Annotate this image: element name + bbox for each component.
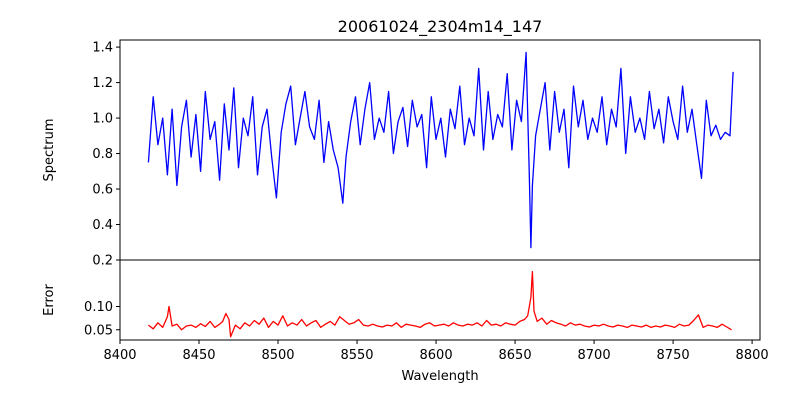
error-panel: 0.05 0.10 8400 8450 8500 8550 8600 8650 8700 875…	[42, 259, 769, 384]
spectrum-plot-area	[147, 51, 734, 249]
x-tick-label: 8800	[736, 348, 769, 363]
spectrum-y-axis: 0.2 0.4 0.6 0.8 1.0 1.2 1.4	[92, 41, 120, 269]
spectrum-y-tick-label: 0.8	[92, 147, 113, 162]
x-tick-label: 8550	[340, 348, 373, 363]
wavelength-x-axis: 8400 8450 8500 8550 8600 8650 8700 8750 8800	[103, 340, 769, 363]
spectrum-panel-frame	[119, 39, 761, 261]
x-tick-label: 8450	[182, 348, 215, 363]
x-tick-label: 8700	[578, 348, 611, 363]
x-tick-label: 8750	[657, 348, 690, 363]
spectrum-y-tick-label: 1.4	[92, 41, 113, 56]
spectrum-series-line-0	[147, 51, 734, 249]
spectrum-y-tick-label: 0.2	[92, 254, 113, 269]
error-series-line-0	[148, 270, 732, 338]
error-y-axis: 0.05 0.10	[84, 300, 120, 338]
error-panel-frame	[119, 259, 761, 341]
x-tick-label: 8400	[103, 348, 136, 363]
spectrum-y-tick-label: 1.2	[92, 76, 113, 91]
x-axis-label: Wavelength	[401, 369, 478, 384]
spectrum-y-label: Spectrum	[42, 119, 57, 182]
x-tick-label: 8600	[420, 348, 453, 363]
error-plot-area	[148, 270, 732, 338]
spectrum-y-tick-label: 1.0	[92, 112, 113, 127]
spectrum-y-tick-label: 0.4	[92, 218, 113, 233]
error-y-tick-label: 0.05	[84, 323, 113, 338]
chart-title: 20061024_2304m14_147	[338, 17, 543, 37]
x-tick-label: 8650	[499, 348, 532, 363]
error-y-label: Error	[42, 284, 57, 316]
spectrum-y-tick-label: 0.6	[92, 183, 113, 198]
x-tick-label: 8500	[261, 348, 294, 363]
error-y-tick-label: 0.10	[84, 300, 113, 315]
spectrum-panel: 0.2 0.4 0.6 0.8 1.0 1.2 1.4 Spectrum	[42, 39, 761, 269]
